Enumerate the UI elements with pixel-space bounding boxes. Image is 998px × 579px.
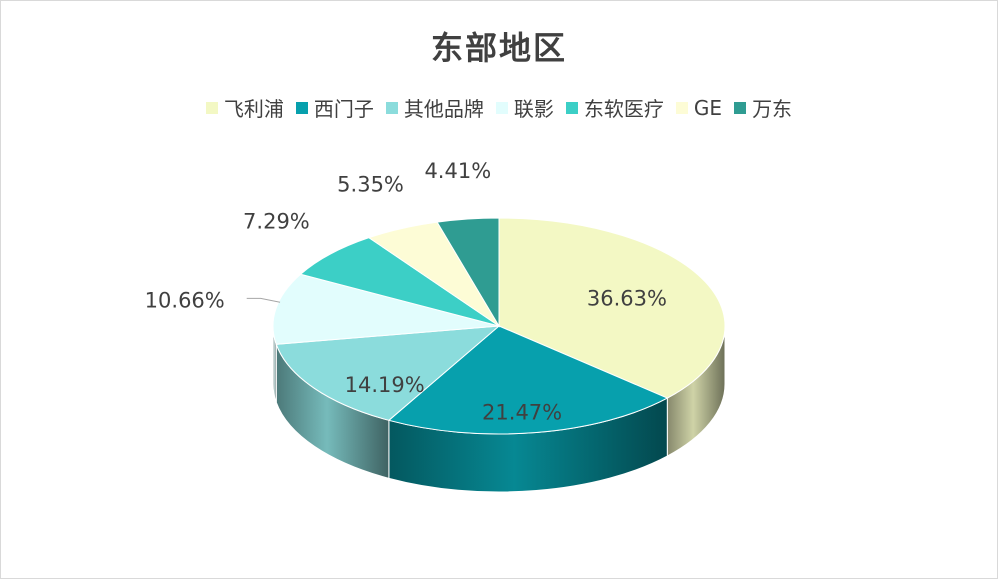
legend-item: 飞利浦 bbox=[205, 93, 284, 122]
legend-item: 其他品牌 bbox=[385, 93, 484, 122]
legend: 飞利浦 西门子 其他品牌 联影 东软医疗 GE 万东 bbox=[1, 93, 997, 122]
legend-label: 联影 bbox=[513, 97, 554, 121]
legend-swatch bbox=[734, 101, 747, 114]
data-label: 4.41% bbox=[424, 159, 491, 183]
legend-label: 飞利浦 bbox=[223, 97, 284, 121]
legend-swatch bbox=[565, 101, 578, 114]
pie-slice bbox=[387, 325, 669, 435]
pie-slice bbox=[275, 325, 501, 421]
legend-swatch bbox=[205, 101, 218, 114]
pie-slice bbox=[299, 237, 500, 327]
chart-title: 东部地区 bbox=[430, 29, 567, 67]
legend-label: GE bbox=[693, 95, 723, 120]
legend-item: 联影 bbox=[495, 93, 554, 122]
data-label: 36.63% bbox=[587, 287, 667, 311]
pie-slice bbox=[436, 217, 500, 328]
data-label: 10.66% bbox=[145, 288, 225, 312]
legend-item: GE bbox=[675, 95, 723, 120]
legend-item: 东软医疗 bbox=[565, 93, 664, 122]
data-label: 14.19% bbox=[345, 373, 425, 397]
legend-swatch bbox=[495, 101, 508, 114]
data-label: 5.35% bbox=[337, 173, 404, 197]
legend-label: 万东 bbox=[752, 97, 793, 121]
legend-item: 西门子 bbox=[295, 93, 374, 122]
legend-item: 万东 bbox=[734, 93, 792, 122]
legend-label: 其他品牌 bbox=[403, 97, 484, 121]
data-label: 21.47% bbox=[482, 400, 562, 424]
legend-label: 东软医疗 bbox=[583, 97, 664, 121]
leader-line bbox=[246, 297, 281, 303]
legend-swatch bbox=[295, 101, 308, 114]
pie-slice bbox=[272, 273, 500, 345]
legend-swatch bbox=[385, 101, 398, 114]
pie-slice bbox=[498, 217, 726, 399]
legend-swatch bbox=[675, 101, 688, 114]
data-label: 7.29% bbox=[243, 210, 310, 234]
legend-label: 西门子 bbox=[313, 97, 374, 121]
